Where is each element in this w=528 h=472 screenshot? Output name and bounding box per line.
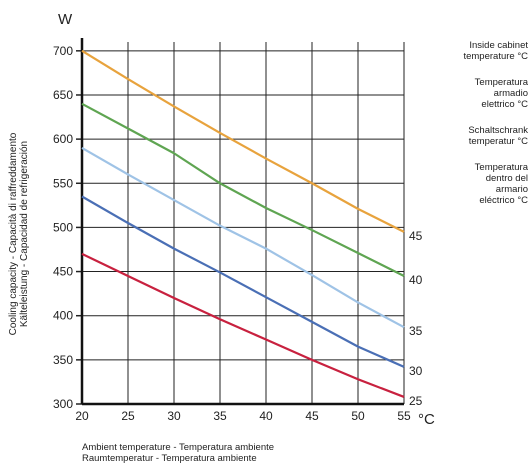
series-line-40 [81, 102, 405, 277]
y-tick-label: 600 [53, 132, 73, 146]
legend-title-de: Schaltschrank temperatur °C [468, 125, 528, 147]
tick-labels: 20 25 30 35 40 45 50 55 300 350 400 450 500 550 600 650… [53, 44, 411, 423]
axes [76, 38, 404, 406]
x-axis-label-line-1: Ambient temperature - Temperatura ambien… [82, 442, 275, 453]
y-tick-label: 650 [53, 88, 73, 102]
x-axis-label-line-2: Raumtemperatur - Temperatura ambiente [82, 453, 257, 464]
x-tick-label: 20 [75, 409, 89, 423]
series-label-25: 25 [409, 394, 423, 408]
x-tick-label: 35 [213, 409, 227, 423]
legend-title-en: Inside cabinet temperature °C [463, 40, 528, 62]
x-axis-label: Ambient temperature - Temperatura ambien… [82, 442, 274, 464]
legend-title-es: Temperatura dentro del armario eléctrico… [474, 162, 528, 206]
series-labels: 45 40 35 30 25 [409, 229, 423, 408]
series-lines [81, 49, 405, 398]
series-label-35: 35 [409, 324, 423, 338]
y-axis-label: Cooling capacity - Capacità di raffredda… [8, 132, 30, 335]
series-line-35 [81, 146, 405, 329]
x-tick-label: 30 [167, 409, 181, 423]
y-axis-label-line-1: Cooling capacity - Capacità di raffredda… [8, 132, 19, 335]
series-label-30: 30 [409, 364, 423, 378]
x-tick-label: 40 [259, 409, 273, 423]
y-tick-label: 700 [53, 44, 73, 58]
x-tick-label: 55 [397, 409, 411, 423]
y-tick-label: 500 [53, 220, 73, 234]
series-label-40: 40 [409, 273, 423, 287]
y-axis-label-line-2: Kälteleistung - Capacidad de refrigeraci… [19, 141, 30, 327]
x-tick-label: 45 [305, 409, 319, 423]
legend-title: Inside cabinet temperature °C Temperatur… [430, 40, 528, 221]
x-unit-label: °C [418, 411, 435, 428]
grid [81, 42, 405, 405]
y-tick-label: 300 [53, 397, 73, 411]
series-label-45: 45 [409, 229, 423, 243]
y-tick-label: 350 [53, 353, 73, 367]
series-line-45 [81, 49, 405, 233]
y-tick-label: 450 [53, 265, 73, 279]
series-line-30 [81, 195, 405, 368]
legend-title-it: Temperatura armadio elettrico °C [474, 77, 528, 110]
x-tick-label: 25 [121, 409, 135, 423]
y-unit-label: W [58, 11, 73, 28]
y-tick-label: 400 [53, 309, 73, 323]
x-tick-label: 50 [351, 409, 365, 423]
series-line-25 [81, 252, 405, 398]
y-tick-label: 550 [53, 176, 73, 190]
